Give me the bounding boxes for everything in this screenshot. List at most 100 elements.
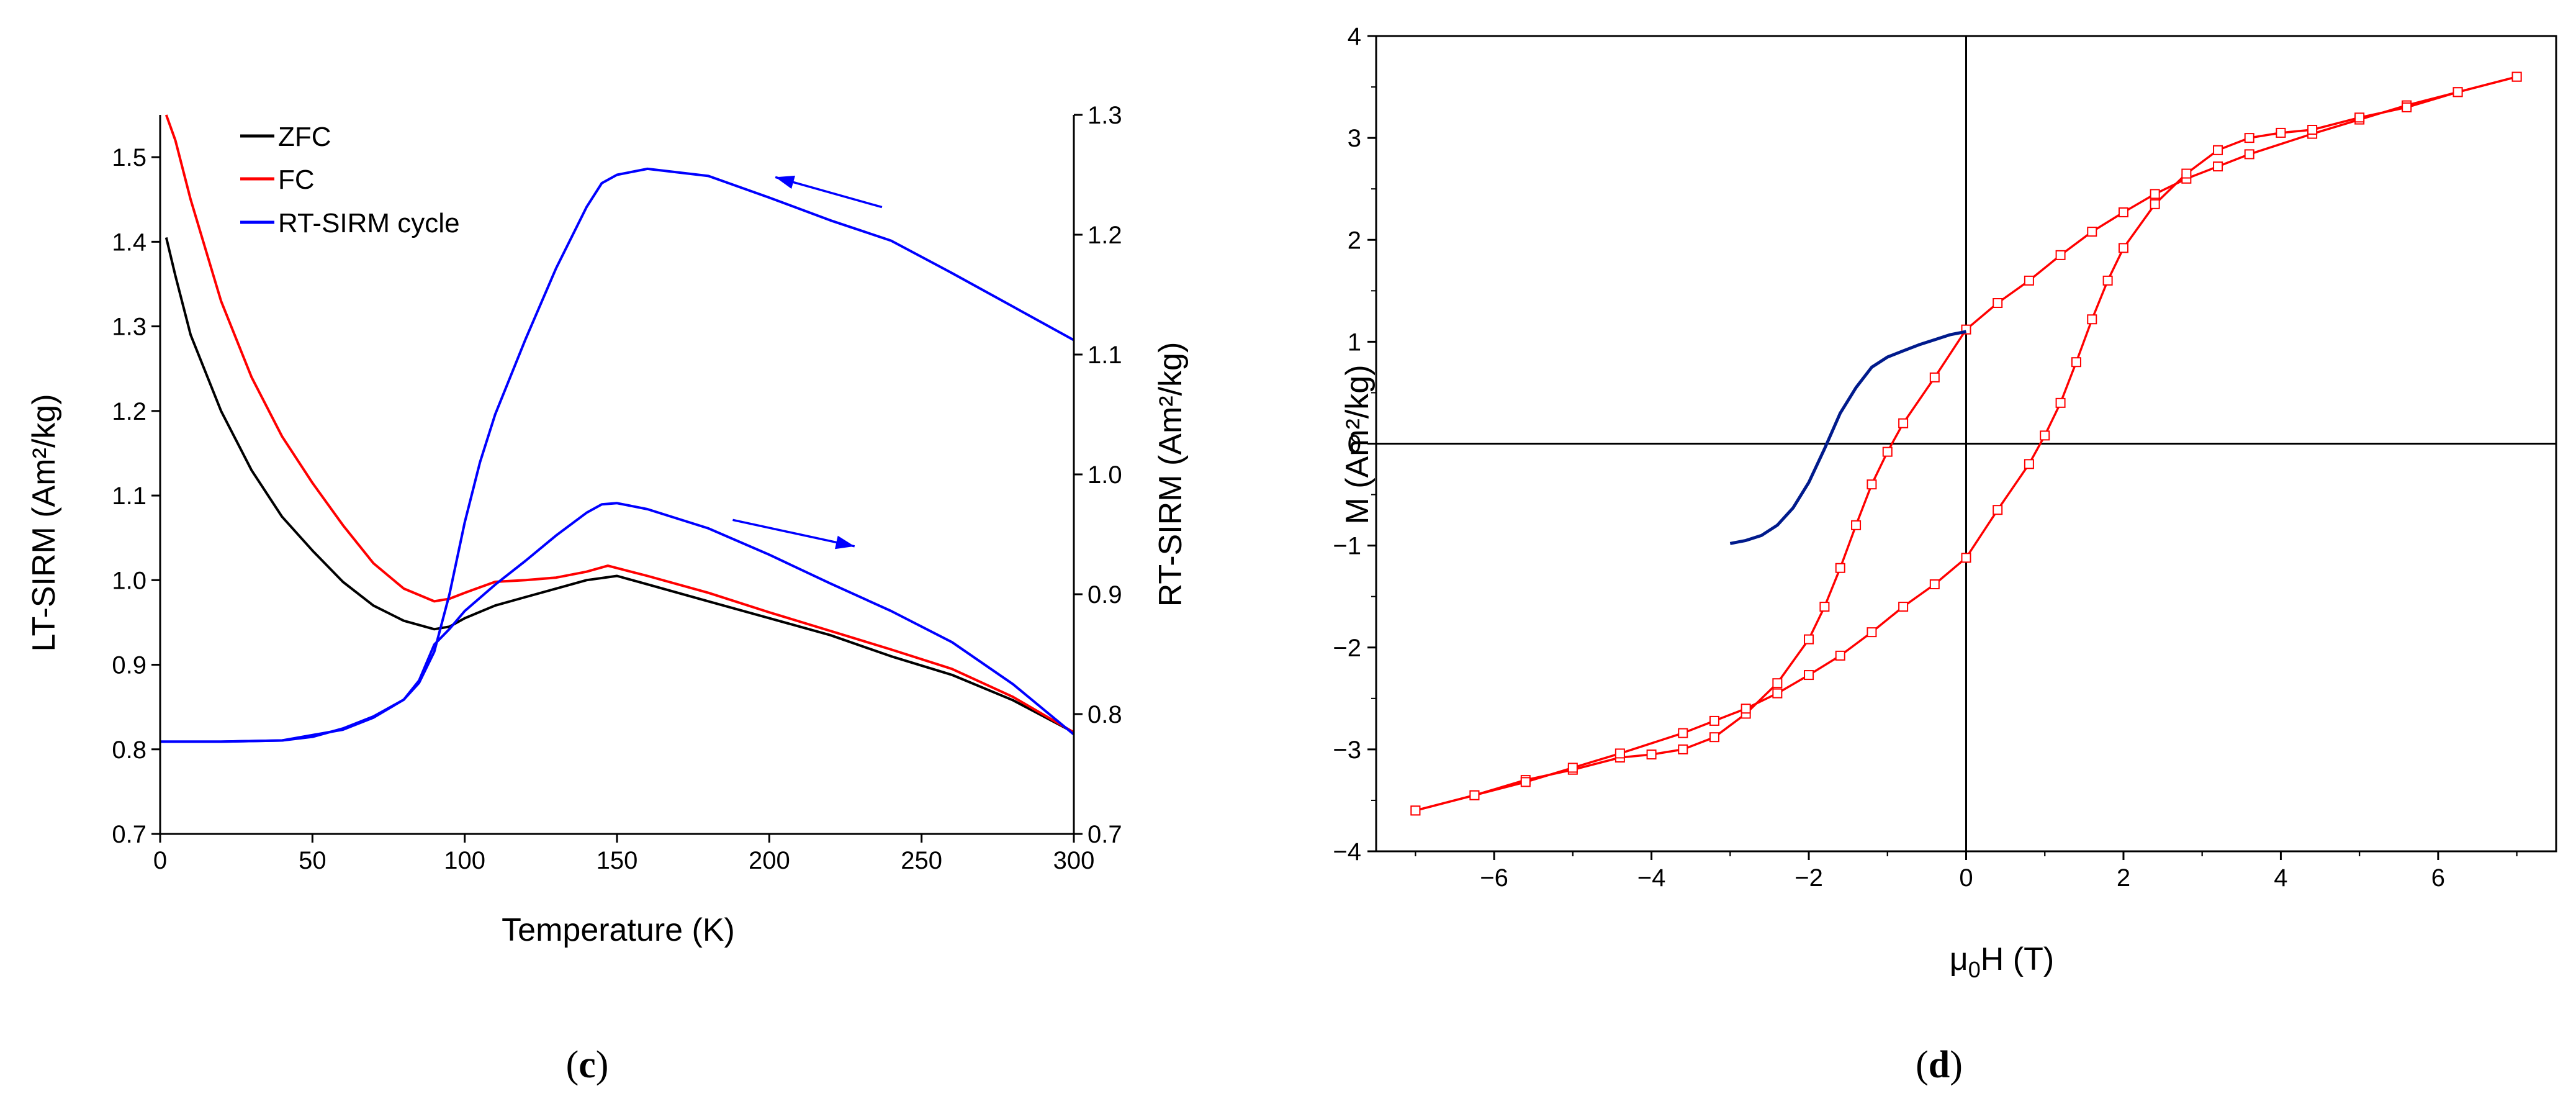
- legend-label-zfc: ZFC: [278, 122, 331, 152]
- y-tick-label: 0.9: [112, 652, 146, 679]
- data-point-marker: [2150, 189, 2160, 199]
- data-point-marker: [2102, 275, 2113, 286]
- y-tick-label: −2: [1333, 635, 1361, 662]
- data-point-marker: [2024, 459, 2034, 469]
- y-tick-label: 1.0: [112, 567, 146, 594]
- data-point-marker: [1898, 418, 1909, 428]
- caption-c: (c): [565, 1044, 609, 1086]
- data-point-marker: [1410, 805, 1421, 816]
- data-point-marker: [2307, 124, 2318, 135]
- panel-d-y-axis-label: M (Am²/kg): [1340, 364, 1376, 524]
- x-tick-label: −6: [1480, 864, 1508, 892]
- data-point-marker: [1835, 563, 1845, 573]
- data-point-marker: [1929, 579, 1940, 589]
- y-tick-label: −1: [1333, 533, 1361, 560]
- data-point-marker: [1615, 748, 1625, 759]
- data-point-marker: [1835, 650, 1845, 661]
- y2-tick-label: 0.8: [1088, 701, 1122, 728]
- data-point-marker: [1469, 790, 1480, 800]
- data-point-marker: [2244, 133, 2254, 143]
- data-point-marker: [2276, 127, 2286, 138]
- y-tick-label: 2: [1348, 227, 1361, 254]
- x-tick-label: −2: [1795, 864, 1823, 892]
- data-point-marker: [1520, 777, 1531, 787]
- panel-c-legend: ZFC FC RT-SIRM cycle: [240, 122, 460, 238]
- data-point-marker: [2354, 112, 2365, 123]
- data-point-marker: [2118, 243, 2128, 253]
- series-line-zfc: [164, 237, 1074, 734]
- data-point-marker: [2244, 149, 2254, 160]
- data-point-marker: [1741, 704, 1751, 714]
- data-point-marker: [1709, 715, 1719, 726]
- y-tick-label: 1.4: [112, 229, 146, 256]
- data-point-marker: [2402, 102, 2412, 112]
- data-point-marker: [1678, 728, 1688, 738]
- x-tick-label: 50: [299, 847, 327, 874]
- x-tick-label: 200: [749, 847, 790, 874]
- panel-c-plot-area: [160, 114, 1075, 743]
- data-point-marker: [1867, 627, 1877, 638]
- y-tick-label: 3: [1348, 125, 1361, 152]
- y2-tick-label: 1.3: [1088, 102, 1122, 129]
- x-tick-label: 300: [1053, 847, 1095, 874]
- data-point-marker: [2055, 397, 2066, 408]
- data-point-marker: [2071, 357, 2081, 368]
- y-tick-label: 0.8: [112, 736, 146, 764]
- x-tick-label: 2: [2117, 864, 2130, 892]
- panel-d-x-axis-label: μ0H (T): [1950, 941, 2054, 982]
- data-point-marker: [2213, 161, 2223, 172]
- y2-tick-label: 1.0: [1088, 461, 1122, 489]
- data-point-marker: [1993, 298, 2003, 309]
- panel-d-plot-area: [1376, 36, 2556, 851]
- annotation-arrow-shaft-2: [732, 518, 855, 548]
- panel-c-y2-axis-label: RT-SIRM (Am²/kg): [1153, 342, 1189, 607]
- data-point-marker: [2213, 145, 2223, 155]
- data-point-marker: [2511, 71, 2522, 82]
- x-tick-label: 100: [444, 847, 485, 874]
- caption-d: (d): [1916, 1044, 1963, 1086]
- data-point-marker: [1961, 553, 1971, 563]
- data-point-marker: [2181, 168, 2192, 179]
- x-tick-label: −4: [1637, 864, 1666, 892]
- x-tick-label: 0: [153, 847, 167, 874]
- panel-c-y-axis-label: LT-SIRM (Am²/kg): [26, 394, 62, 651]
- data-point-marker: [1804, 670, 1814, 681]
- data-point-marker: [1646, 749, 1657, 760]
- data-point-marker: [2087, 314, 2097, 325]
- y-tick-label: 1.1: [112, 482, 146, 510]
- series-line-fc: [164, 114, 1075, 734]
- data-point-marker: [1678, 744, 1688, 754]
- data-point-marker: [1882, 446, 1893, 457]
- y-tick-label: −3: [1333, 736, 1361, 764]
- panel-d-ticks: −6 −4 −2 0 2 4 6 −4 −3 −2 −1 0 1 2 3 4: [1333, 23, 2518, 892]
- y-tick-label: 4: [1348, 23, 1361, 50]
- data-point-marker: [1804, 634, 1814, 645]
- legend-label-fc: FC: [278, 165, 315, 195]
- y-tick-label: 1: [1348, 328, 1361, 356]
- x-tick-label: 250: [901, 847, 942, 874]
- data-point-marker: [1709, 732, 1719, 743]
- data-point-marker: [2150, 199, 2160, 209]
- y2-tick-label: 1.2: [1088, 222, 1122, 249]
- y2-tick-label: 0.9: [1088, 581, 1122, 609]
- annotation-arrow-head-2: [835, 535, 855, 550]
- series-line-rt-sirm-cycle: [160, 167, 1074, 743]
- panel-c-ticks: 0 50 100 150 200 250 3000.70.80.91.01.11.21.31…: [112, 102, 1122, 874]
- y-tick-label: 1.3: [112, 314, 146, 341]
- panel-d-chart: −6 −4 −2 0 2 4 6 −4 −3 −2 −1 0 1 2 3 4 μ0H (T) M (Am²/k…: [1333, 23, 2557, 982]
- data-point-marker: [1772, 678, 1783, 689]
- x-tick-label: 6: [2431, 864, 2445, 892]
- data-point-marker: [1993, 505, 2003, 515]
- legend-label-rt-sirm: RT-SIRM cycle: [278, 208, 460, 238]
- panel-c-chart: 0 50 100 150 200 250 3000.70.80.91.01.11.21.31…: [26, 102, 1189, 948]
- x-tick-label: 0: [1959, 864, 1973, 892]
- data-point-marker: [2055, 250, 2066, 260]
- data-point-marker: [1772, 688, 1783, 699]
- series-line-initial-curve: [1729, 330, 1966, 545]
- annotation-arrow-head-1: [775, 175, 796, 189]
- data-point-marker: [1851, 520, 1862, 530]
- x-tick-label: 150: [597, 847, 638, 874]
- y-tick-label: 1.5: [112, 144, 146, 171]
- data-point-marker: [2087, 227, 2097, 237]
